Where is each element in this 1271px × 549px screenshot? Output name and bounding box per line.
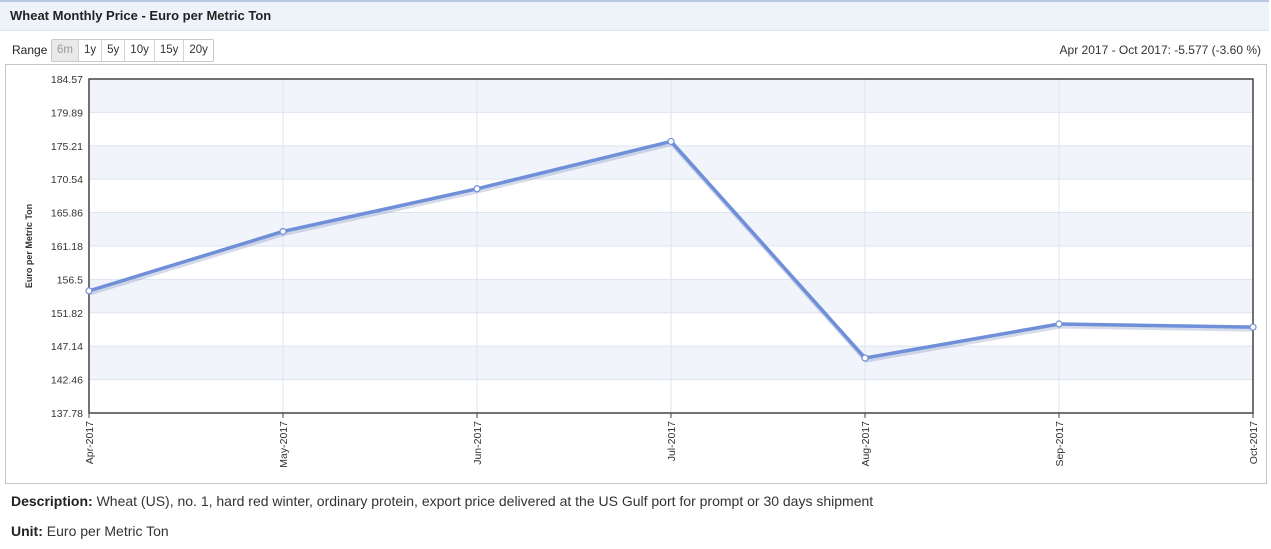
y-tick-label: 161.18 [51, 241, 83, 253]
price-change-summary: Apr 2017 - Oct 2017: -5.577 (-3.60 %) [1059, 43, 1261, 57]
range-button-1y[interactable]: 1y [78, 40, 103, 61]
data-point [1055, 320, 1063, 328]
data-point [861, 354, 869, 362]
data-point [667, 137, 675, 146]
y-tick-label: 147.14 [51, 341, 83, 353]
data-point [1249, 323, 1257, 331]
description-text: Wheat (US), no. 1, hard red winter, ordi… [96, 493, 874, 509]
y-tick-label: 137.78 [51, 408, 83, 420]
y-tick-label: 175.21 [51, 141, 83, 153]
range-button-10y[interactable]: 10y [125, 40, 155, 61]
y-axis-label: Euro per Metric Ton [24, 204, 34, 288]
unit: Unit: Euro per Metric Ton [11, 523, 169, 539]
x-tick-label: Jul-2017 [666, 421, 678, 461]
x-tick-label: Oct-2017 [1248, 421, 1260, 464]
unit-text: Euro per Metric Ton [46, 523, 169, 539]
chart-container: 184.57 179.89 175.21 170.54 165.86 161.18 156.… [5, 64, 1267, 484]
x-tick-label: May-2017 [278, 421, 290, 468]
x-tick-label: Jun-2017 [472, 421, 484, 465]
y-tick-label: 165.86 [51, 208, 83, 220]
range-button-15y[interactable]: 15y [154, 40, 185, 61]
chart-header: Wheat Monthly Price - Euro per Metric To… [0, 0, 1269, 31]
description-label: Description: [11, 493, 93, 509]
data-point [85, 287, 93, 295]
x-tick-label: Sep-2017 [1054, 421, 1066, 467]
range-button-6m[interactable]: 6m [52, 40, 79, 61]
unit-label: Unit: [11, 523, 43, 539]
x-tick-label: Apr-2017 [84, 421, 96, 464]
x-tick-label: Aug-2017 [860, 421, 872, 467]
data-point [473, 185, 481, 193]
y-tick-label: 151.82 [51, 308, 83, 320]
range-button-20y[interactable]: 20y [184, 40, 213, 61]
y-tick-label: 179.89 [51, 107, 83, 119]
y-tick-label: 142.46 [51, 375, 83, 387]
range-label: Range [12, 43, 48, 57]
y-tick-label: 156.5 [57, 274, 83, 286]
y-tick-label: 184.57 [51, 74, 83, 86]
chart-title: Wheat Monthly Price - Euro per Metric To… [10, 8, 272, 23]
data-point [279, 227, 287, 236]
line-chart: 184.57 179.89 175.21 170.54 165.86 161.18 156.… [24, 74, 1260, 468]
range-selector: 6m 1y 5y 10y 15y 20y [51, 39, 214, 62]
description: Description: Wheat (US), no. 1, hard red… [11, 493, 873, 509]
range-button-5y[interactable]: 5y [102, 40, 126, 61]
y-tick-label: 170.54 [51, 174, 83, 186]
